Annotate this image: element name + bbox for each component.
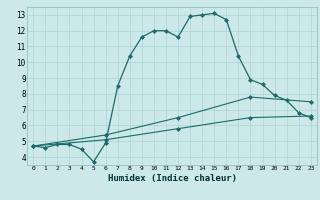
X-axis label: Humidex (Indice chaleur): Humidex (Indice chaleur) — [108, 174, 236, 183]
